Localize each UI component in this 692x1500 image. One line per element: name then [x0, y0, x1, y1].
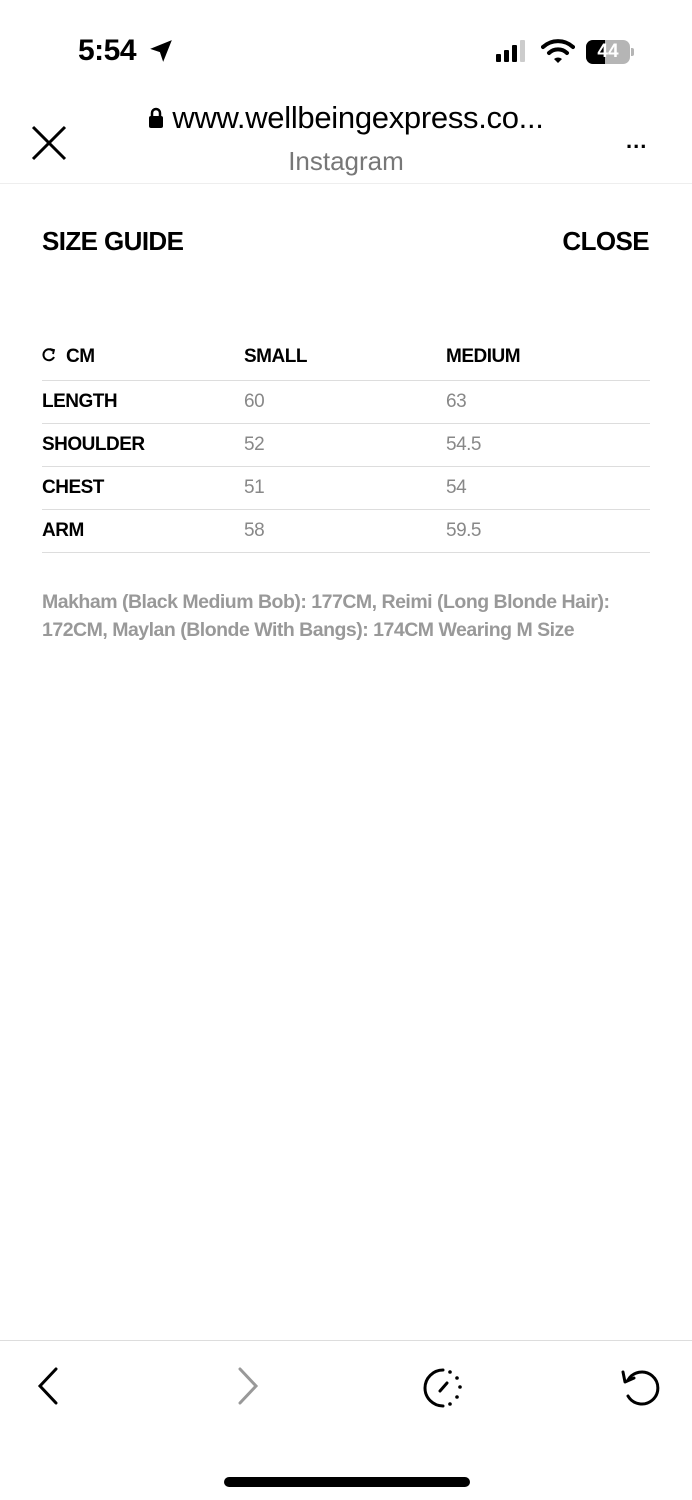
table-row: SHOULDER 52 54.5	[42, 424, 650, 467]
header-medium: MEDIUM	[446, 346, 521, 367]
row-label: ARM	[42, 520, 84, 541]
toolbar-divider	[0, 1340, 692, 1341]
status-time: 5:54	[78, 34, 137, 67]
small-value: 51	[244, 477, 265, 498]
close-button[interactable]: CLOSE	[562, 226, 649, 256]
medium-value: 54	[446, 477, 467, 498]
divider	[0, 183, 692, 184]
signal-icon	[496, 40, 525, 62]
medium-value: 63	[446, 391, 467, 412]
battery-icon: 44	[586, 40, 630, 64]
unit-toggle[interactable]: CM	[42, 346, 244, 368]
battery-cap	[631, 48, 634, 56]
url-text: www.wellbeingexpress.co...	[172, 100, 544, 135]
reload-icon[interactable]	[620, 1366, 664, 1410]
size-guide-title: SIZE GUIDE	[42, 226, 184, 256]
table-header: CM SMALL MEDIUM	[42, 346, 650, 381]
medium-value: 54.5	[446, 434, 481, 455]
row-label: SHOULDER	[42, 434, 145, 455]
small-value: 60	[244, 391, 265, 412]
header-cm: CM	[66, 346, 95, 367]
history-icon[interactable]	[423, 1366, 467, 1410]
forward-icon[interactable]	[236, 1366, 260, 1406]
home-indicator[interactable]	[224, 1477, 470, 1487]
close-icon[interactable]	[30, 124, 68, 162]
refresh-icon	[42, 348, 56, 362]
header-small: SMALL	[244, 346, 307, 367]
small-value: 58	[244, 520, 265, 541]
url-bar[interactable]: www.wellbeingexpress.co...	[0, 100, 692, 136]
more-options-button[interactable]: ...	[626, 128, 648, 153]
back-icon[interactable]	[36, 1366, 60, 1406]
row-label: CHEST	[42, 477, 104, 498]
row-label: LENGTH	[42, 391, 118, 412]
wifi-icon	[541, 39, 575, 63]
model-note: Makham (Black Medium Bob): 177CM, Reimi …	[42, 591, 610, 641]
lock-icon	[149, 107, 164, 128]
size-table: CM SMALL MEDIUM LENGTH 60 63 SHOULDER 52 54.…	[42, 346, 650, 553]
table-row: LENGTH 60 63	[42, 381, 650, 424]
medium-value: 59.5	[446, 520, 481, 541]
table-row: CHEST 51 54	[42, 467, 650, 510]
table-row: ARM 58 59.5	[42, 510, 650, 553]
battery-level: 44	[597, 41, 619, 62]
source-label: Instagram	[288, 146, 404, 176]
location-arrow-icon	[150, 40, 172, 62]
small-value: 52	[244, 434, 265, 455]
